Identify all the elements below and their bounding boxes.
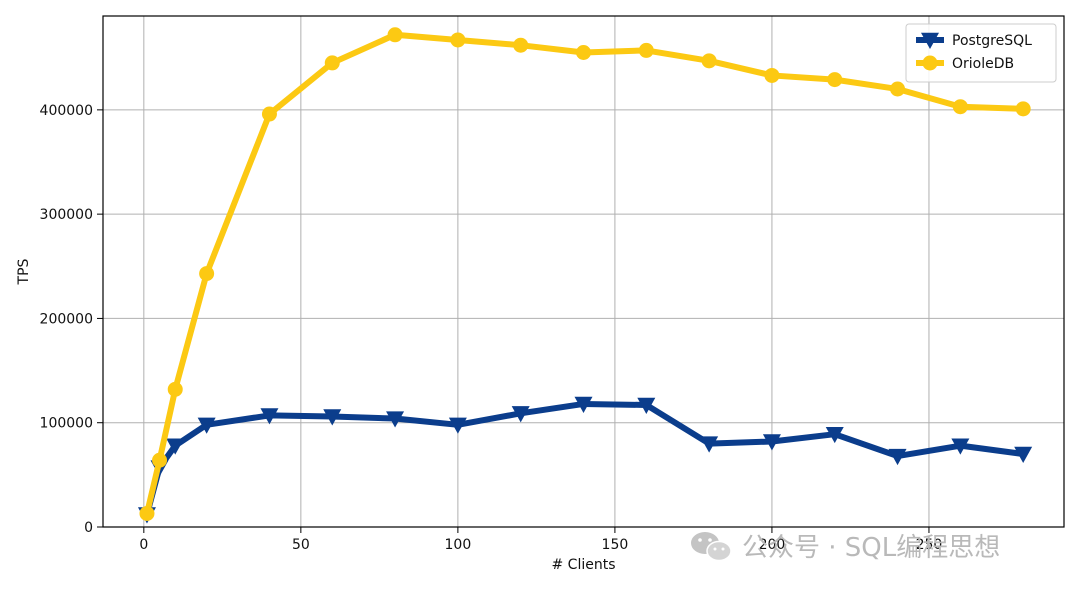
postgresql-point [637, 397, 656, 414]
postgresql-point [951, 438, 970, 455]
postgresql-series [137, 396, 1033, 524]
x-tick-label: 200 [759, 537, 786, 553]
postgresql-point [825, 426, 844, 444]
postgresql-point [166, 438, 185, 455]
postgresql-point [323, 409, 342, 426]
postgresql-point [700, 436, 719, 453]
orioledb-line [143, 31, 1027, 517]
ticks: 0 50 100 150 200 250 0 100000 200000 300000 400000 [40, 103, 943, 553]
x-tick-label: 100 [445, 537, 472, 553]
y-tick-label: 0 [84, 520, 93, 536]
postgresql-point [448, 417, 467, 434]
x-tick-label: 250 [916, 537, 943, 553]
postgresql-point [386, 411, 405, 428]
x-axis-title: # Clients [551, 557, 615, 573]
orioledb-point [450, 32, 466, 48]
orioledb-point [952, 99, 968, 115]
postgresql-point [511, 406, 530, 423]
orioledb-point [576, 45, 591, 60]
y-tick-label: 400000 [40, 103, 93, 119]
orioledb-point [199, 266, 215, 282]
orioledb-point [764, 67, 780, 83]
orioledb-point [701, 53, 717, 69]
orioledb-point [638, 42, 654, 58]
x-tick-label: 50 [292, 537, 310, 553]
orioledb-point [152, 452, 168, 468]
postgresql-point [260, 408, 279, 425]
orioledb-point [513, 37, 529, 53]
legend-label-orioledb: OrioleDB [952, 56, 1014, 72]
postgresql-point [574, 396, 593, 413]
orioledb-point [167, 381, 183, 397]
plot-frame [102, 15, 1065, 528]
series-layer [137, 27, 1033, 524]
orioledb-point [324, 55, 340, 71]
legend: PostgreSQL OrioleDB [905, 23, 1057, 83]
wechat-icon [691, 532, 732, 562]
orioledb-series [139, 27, 1031, 521]
x-tick-label: 0 [139, 537, 148, 553]
watermark-text: 公众号 · SQL编程思想 [742, 533, 1000, 563]
orioledb-point [261, 106, 277, 122]
postgresql-line [143, 400, 1027, 518]
orioledb-point [827, 72, 843, 88]
y-tick-label: 300000 [40, 207, 93, 223]
orioledb-point [890, 81, 906, 97]
postgresql-point [1014, 446, 1033, 463]
y-tick-label: 200000 [40, 311, 93, 327]
y-tick-label: 100000 [40, 416, 93, 432]
orioledb-point [139, 505, 155, 521]
legend-marker-postgresql [921, 32, 939, 49]
x-tick-label: 150 [602, 537, 629, 553]
postgresql-point [762, 434, 781, 451]
orioledb-point [1015, 101, 1031, 117]
postgresql-point [197, 417, 216, 434]
y-axis-title: TPS [16, 258, 32, 285]
watermark: 公众号 · SQL编程思想 [691, 532, 1000, 563]
postgresql-point [888, 448, 907, 466]
orioledb-point [387, 27, 403, 43]
legend-marker-orioledb [922, 55, 938, 71]
legend-label-postgresql: PostgreSQL [952, 33, 1032, 49]
